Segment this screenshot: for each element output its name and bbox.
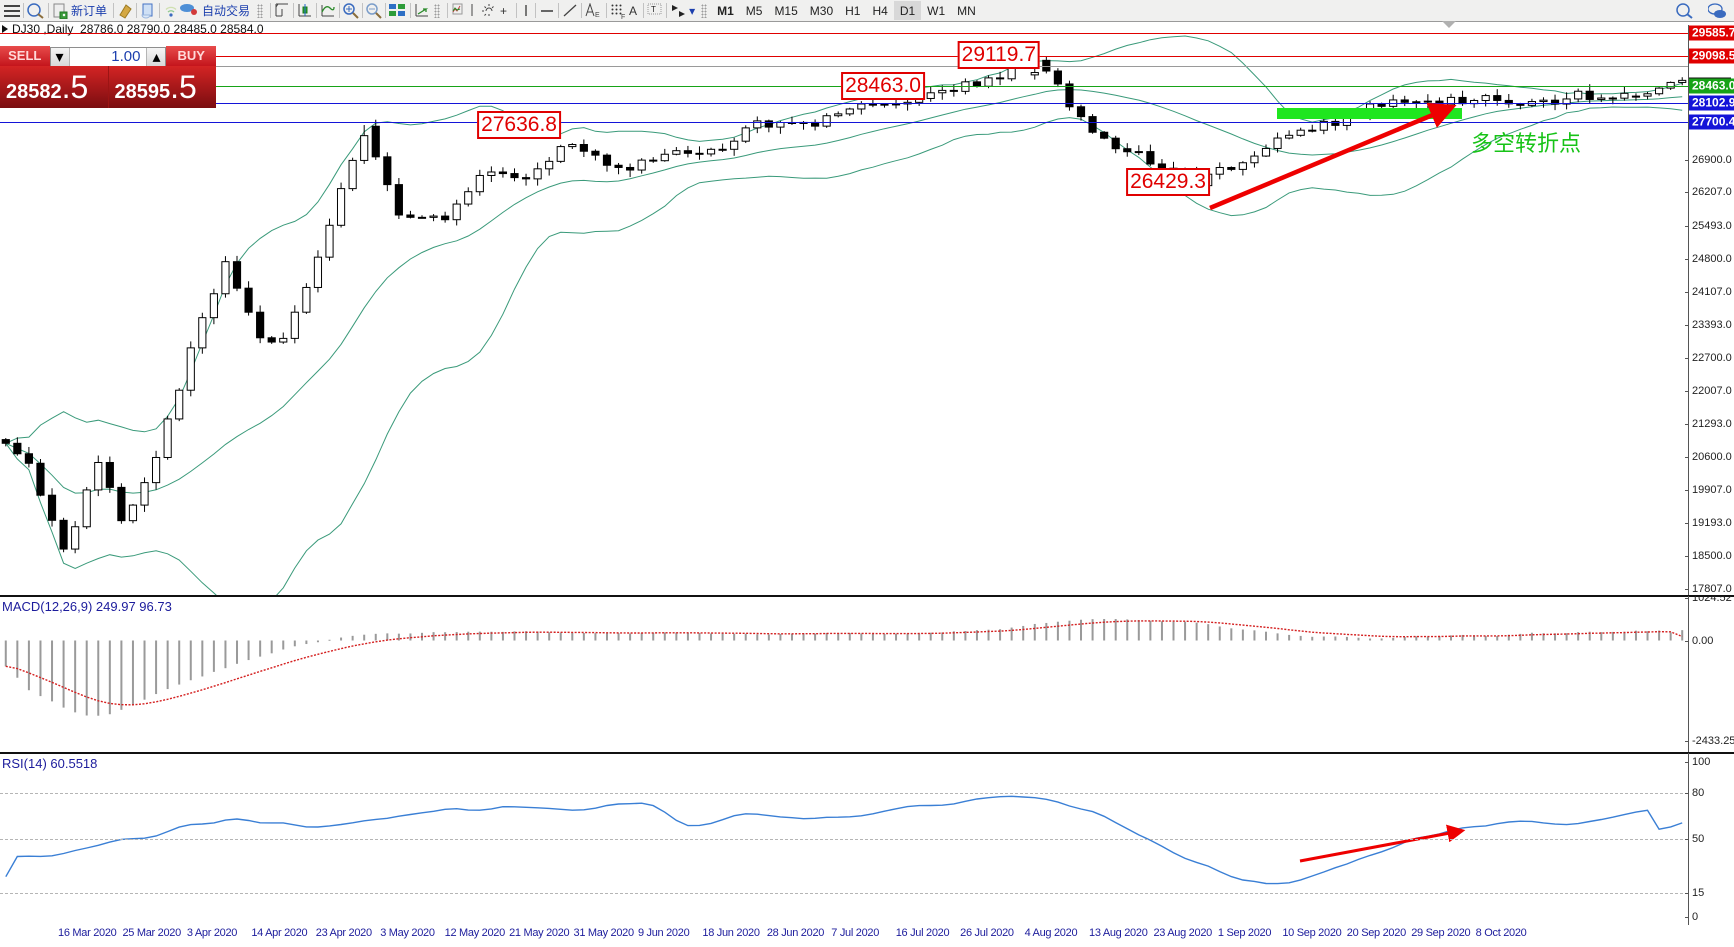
svg-text:E: E	[595, 12, 600, 19]
svg-text:T: T	[651, 5, 656, 14]
svg-text:F: F	[621, 14, 625, 19]
